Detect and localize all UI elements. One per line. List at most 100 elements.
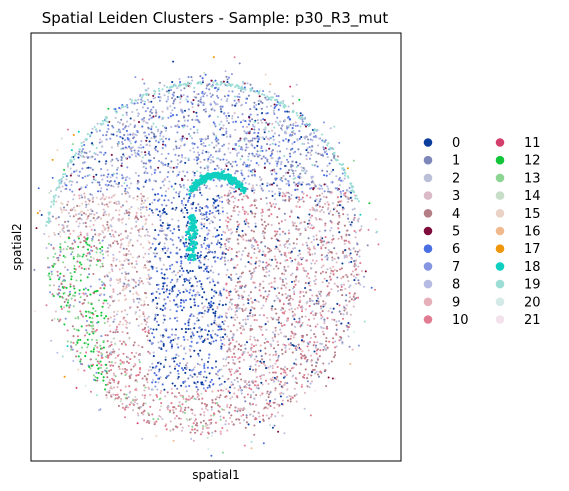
scatter-point-cluster-3-4490 bbox=[117, 219, 121, 222]
scatter-point-cluster-1-4801 bbox=[239, 139, 242, 142]
scatter-point-cluster-13-4297 bbox=[105, 367, 108, 370]
scatter-point-cluster-9-4526 bbox=[158, 408, 162, 412]
scatter-point-cluster-7-2606 bbox=[78, 301, 81, 304]
scatter-point-cluster-10-3792 bbox=[326, 285, 329, 288]
scatter-point-cluster-8-3892 bbox=[259, 119, 263, 122]
scatter-point-cluster-3-4410 bbox=[266, 209, 269, 212]
scatter-point-cluster-9-4944 bbox=[309, 354, 313, 357]
scatter-point-cluster-3-3226 bbox=[216, 305, 219, 308]
scatter-point-cluster-8-2114 bbox=[244, 181, 247, 184]
scatter-point-cluster-6-4987 bbox=[187, 324, 190, 327]
scatter-point-cluster-2-679 bbox=[348, 220, 351, 224]
scatter-point-cluster-4-4414 bbox=[190, 408, 193, 411]
scatter-point-cluster-6-3909 bbox=[219, 128, 222, 131]
scatter-point-cluster-0-2325 bbox=[152, 328, 155, 331]
scatter-point-cluster-13-2004 bbox=[72, 255, 75, 258]
scatter-point-cluster-19-3825 bbox=[178, 96, 181, 99]
scatter-point-cluster-3-4790 bbox=[143, 397, 146, 400]
scatter-point-cluster-4-4613 bbox=[281, 386, 284, 389]
scatter-point-cluster-4-4013 bbox=[268, 247, 271, 251]
scatter-point-cluster-2-2132 bbox=[231, 258, 234, 261]
scatter-point-cluster-4-1218 bbox=[241, 307, 244, 311]
scatter-point-cluster-7-4209 bbox=[66, 268, 69, 271]
scatter-point-cluster-1-4618 bbox=[299, 153, 302, 156]
scatter-point-cluster-8-2941 bbox=[127, 125, 130, 128]
scatter-point-cluster-13-3565 bbox=[92, 346, 96, 350]
scatter-point-cluster-3-256 bbox=[144, 252, 147, 255]
scatter-point-cluster-7-4583 bbox=[323, 190, 326, 193]
scatter-point-cluster-9-3795 bbox=[124, 309, 127, 312]
scatter-point-cluster-1-2116 bbox=[57, 216, 60, 219]
scatter-point-cluster-10-4117 bbox=[266, 295, 269, 298]
scatter-point-cluster-0-1669 bbox=[188, 197, 191, 200]
scatter-point-cluster-7-4178 bbox=[120, 162, 123, 165]
scatter-point-cluster-10-4012 bbox=[181, 403, 184, 406]
scatter-point-cluster-0-862 bbox=[163, 318, 166, 321]
scatter-point-cluster-4-468 bbox=[267, 223, 270, 226]
scatter-point-cluster-10-1188 bbox=[258, 289, 261, 292]
scatter-point-cluster-9-32 bbox=[119, 320, 122, 323]
scatter-point-cluster-8-2775 bbox=[127, 191, 130, 194]
scatter-point-cluster-1-4751 bbox=[172, 99, 175, 102]
scatter-point-cluster-4-4014 bbox=[95, 246, 98, 249]
scatter-point-cluster-10-4024 bbox=[147, 329, 150, 332]
scatter-point-cluster-8-4302 bbox=[269, 365, 272, 368]
scatter-point-cluster-2-4834 bbox=[232, 334, 235, 337]
scatter-point-cluster-0-1511 bbox=[226, 80, 229, 84]
scatter-point-cluster-9-3104 bbox=[285, 374, 288, 377]
scatter-point-cluster-3-3501 bbox=[105, 250, 108, 253]
scatter-point-cluster-10-1079 bbox=[128, 385, 131, 388]
scatter-point-cluster-8-4771 bbox=[204, 91, 207, 95]
scatter-point-cluster-15-3252 bbox=[124, 287, 127, 290]
scatter-point-cluster-6-4433 bbox=[213, 168, 216, 171]
scatter-point-cluster-2-4053 bbox=[326, 164, 329, 167]
scatter-point-cluster-3-4327 bbox=[299, 257, 302, 260]
scatter-point-cluster-7-2504 bbox=[115, 172, 119, 175]
scatter-point-cluster-3-4568 bbox=[245, 125, 249, 128]
scatter-point-cluster-14-2180 bbox=[136, 380, 139, 383]
scatter-point-cluster-0-2094 bbox=[202, 225, 206, 228]
scatter-point-cluster-9-4626 bbox=[230, 384, 233, 387]
scatter-point-cluster-3-279 bbox=[115, 203, 118, 206]
scatter-point-cluster-1-2645 bbox=[310, 149, 313, 152]
scatter-point-cluster-0-4156 bbox=[300, 183, 303, 186]
scatter-point-cluster-10-4873 bbox=[229, 342, 232, 345]
scatter-point-cluster-19-1441 bbox=[69, 180, 72, 183]
scatter-point-cluster-3-403 bbox=[112, 259, 115, 262]
scatter-point-cluster-3-4797 bbox=[251, 184, 254, 187]
scatter-point-cluster-9-3968 bbox=[226, 403, 229, 407]
scatter-point-cluster-1-1917 bbox=[148, 114, 152, 117]
scatter-point-cluster-3-2355 bbox=[295, 378, 298, 381]
scatter-point-cluster-7-499 bbox=[100, 174, 103, 177]
scatter-point-cluster-10-928 bbox=[301, 354, 304, 357]
scatter-point-cluster-4-591 bbox=[272, 371, 275, 374]
scatter-point-cluster-4-1295 bbox=[247, 222, 250, 225]
scatter-point-cluster-7-4020 bbox=[150, 276, 153, 279]
scatter-point-cluster-9-3499 bbox=[112, 290, 115, 293]
scatter-point-cluster-4-1817 bbox=[108, 360, 111, 364]
scatter-point-cluster-6-2572 bbox=[287, 115, 290, 118]
scatter-point-cluster-19-315 bbox=[247, 158, 250, 161]
scatter-point-cluster-4-888 bbox=[72, 215, 75, 218]
scatter-point-cluster-10-4185 bbox=[247, 196, 250, 199]
scatter-point-cluster-3-2195 bbox=[205, 83, 208, 86]
scatter-point-cluster-9-421 bbox=[279, 277, 282, 281]
scatter-point-cluster-0-1895 bbox=[235, 228, 239, 231]
scatter-point-cluster-4-4381 bbox=[237, 294, 240, 297]
scatter-point-cluster-6-2445 bbox=[172, 299, 176, 302]
scatter-point-cluster-2-2813 bbox=[276, 286, 279, 289]
scatter-point-cluster-4-3894 bbox=[337, 223, 340, 226]
scatter-point-cluster-7-4595 bbox=[151, 188, 154, 191]
scatter-point-cluster-7-2154 bbox=[260, 145, 263, 148]
scatter-point-cluster-0-1537 bbox=[271, 305, 274, 308]
scatter-point-cluster-6-1977 bbox=[206, 244, 209, 247]
scatter-point-cluster-3-721 bbox=[253, 358, 256, 361]
scatter-point-cluster-10-2833 bbox=[264, 254, 267, 257]
scatter-point-cluster-5-529 bbox=[157, 166, 160, 169]
scatter-point-cluster-0-4735 bbox=[209, 306, 212, 309]
scatter-point-cluster-0-450 bbox=[196, 330, 199, 334]
scatter-point-cluster-6-3044 bbox=[163, 199, 166, 202]
scatter-point-cluster-4-3613 bbox=[273, 277, 276, 280]
scatter-point-cluster-6-4995 bbox=[150, 128, 153, 131]
scatter-point-cluster-4-4163 bbox=[224, 395, 227, 398]
